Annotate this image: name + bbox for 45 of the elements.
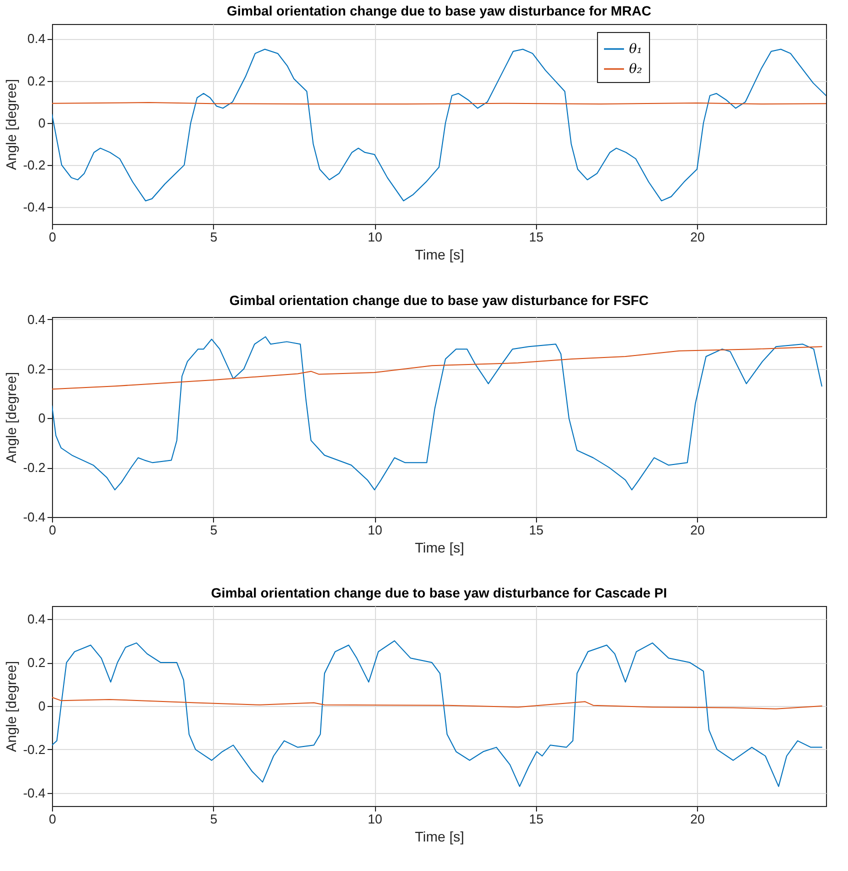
x-tick-label: 15: [529, 812, 544, 826]
line-series: [52, 640, 822, 787]
x-tick-label: 20: [690, 522, 705, 538]
x-tick-label: 15: [529, 230, 544, 244]
line-series: [52, 336, 822, 490]
y-axis-title: Angle [degree]: [3, 78, 20, 170]
x-tick-label: 10: [368, 522, 382, 538]
x-tick-label: 20: [690, 812, 705, 826]
y-tick-label: 0.2: [27, 361, 46, 376]
x-tick-label: 0: [48, 230, 56, 244]
y-tick-label: 0.2: [27, 655, 46, 670]
legend-label: θ₁: [629, 42, 642, 57]
x-tick-label: 15: [529, 522, 544, 538]
y-axis-title: Angle [degree]: [3, 372, 20, 464]
chart-title: Gimbal orientation change due to base yaw disturbance for FSFC: [229, 292, 649, 308]
y-tick-label: 0.2: [27, 73, 46, 88]
line-series: [52, 346, 822, 390]
y-tick-label: 0: [38, 698, 46, 714]
y-tick-label: 0.4: [27, 612, 46, 627]
y-tick-label: -0.2: [23, 460, 46, 476]
legend-label: θ₂: [629, 62, 642, 77]
y-tick-label: 0: [38, 410, 46, 426]
y-tick-label: 0.4: [27, 312, 46, 327]
chart-title: Gimbal orientation change due to base yaw disturbance for Cascade PI: [210, 586, 668, 600]
x-tick-label: 0: [48, 812, 56, 826]
y-tick-label: -0.2: [23, 158, 46, 173]
x-tick-label: 20: [690, 230, 705, 244]
x-tick-label: 10: [368, 230, 382, 244]
chart-title: Gimbal orientation change due to base yaw disturbance for MRAC: [226, 4, 652, 18]
y-tick-label: 0: [38, 115, 46, 130]
x-tick-label: 0: [48, 522, 56, 538]
y-axis-title: Angle [degree]: [3, 660, 20, 752]
x-tick-label: 5: [210, 230, 218, 244]
x-tick-label: 5: [210, 522, 218, 538]
x-axis-title: Time [s]: [414, 540, 464, 556]
y-tick-label: -0.4: [23, 510, 46, 524]
y-tick-label: 0.4: [27, 31, 46, 46]
x-tick-label: 5: [210, 812, 218, 826]
y-tick-label: -0.4: [23, 200, 46, 215]
x-axis-title: Time [s]: [414, 246, 464, 262]
line-series: [52, 696, 822, 710]
y-tick-label: -0.2: [23, 742, 46, 757]
x-axis-title: Time [s]: [414, 828, 464, 844]
y-tick-label: -0.4: [23, 785, 46, 800]
x-tick-label: 10: [368, 812, 382, 826]
